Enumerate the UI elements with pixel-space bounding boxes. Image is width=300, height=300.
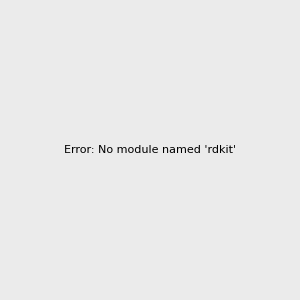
Text: Error: No module named 'rdkit': Error: No module named 'rdkit' bbox=[64, 145, 236, 155]
